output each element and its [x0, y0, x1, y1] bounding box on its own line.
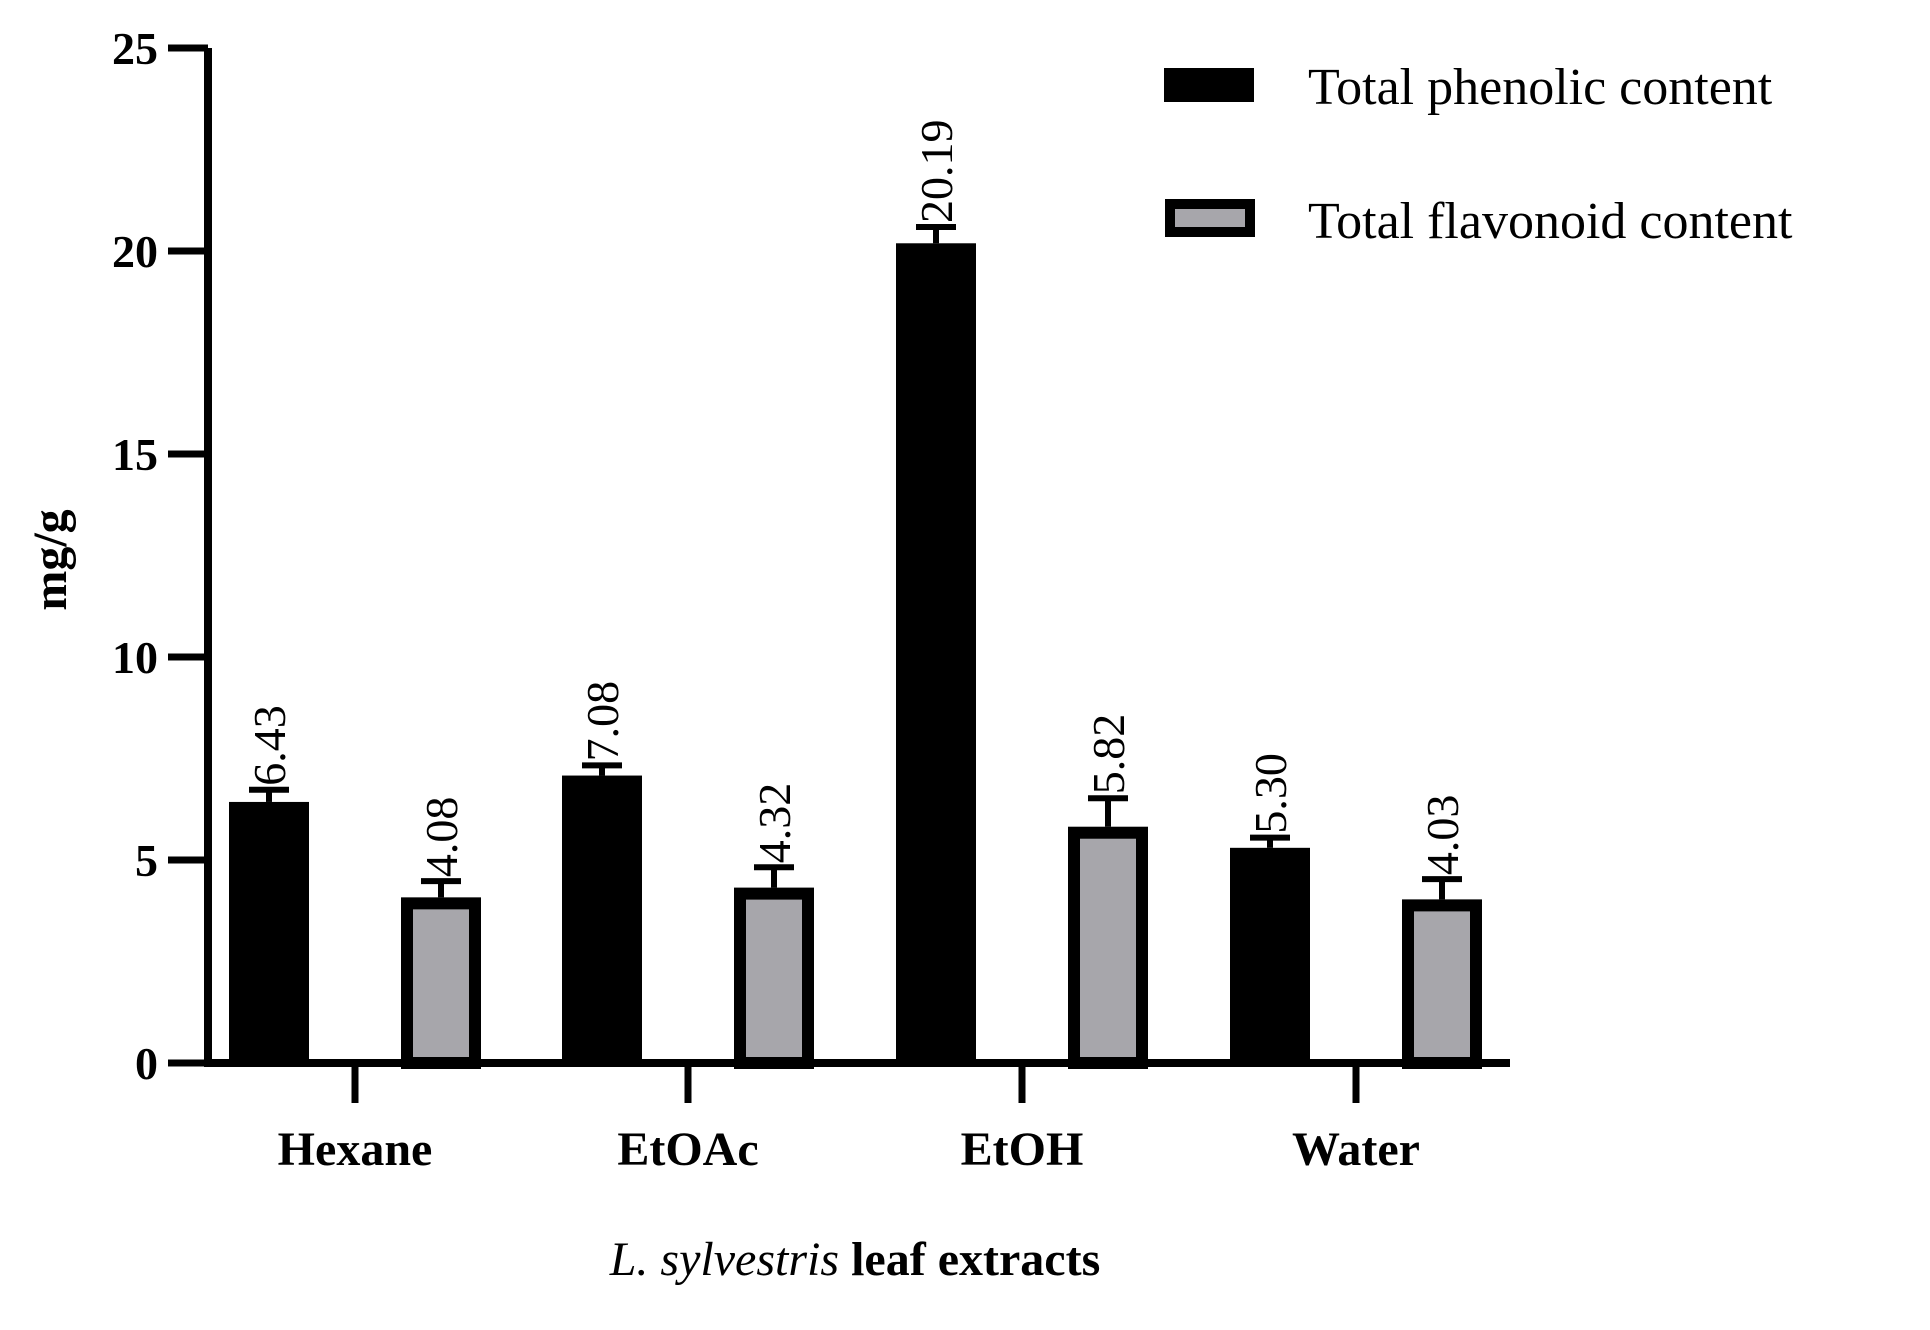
bar-phenolic	[896, 243, 976, 1063]
x-axis-title: L. sylvestris leaf extracts	[609, 1233, 1101, 1286]
legend-label-phenolic: Total phenolic content	[1308, 59, 1773, 116]
data-label: 4.32	[749, 783, 800, 864]
legend-label-flavonoid: Total flavonoid content	[1308, 193, 1793, 250]
y-axis-title: mg/g	[24, 509, 77, 610]
bar-flavonoid	[734, 887, 814, 1069]
data-label: 4.03	[1417, 795, 1468, 876]
y-tick-label: 25	[112, 23, 158, 74]
x-tick-label: EtOH	[961, 1123, 1084, 1176]
axes: 0 5 10 15 20 25 Hexane EtOAc EtOH Water	[112, 23, 1510, 1176]
bars	[229, 224, 1482, 1070]
data-label: 5.82	[1083, 714, 1134, 795]
y-tick-label: 15	[112, 429, 158, 480]
x-axis-title-italic: L. sylvestris	[609, 1233, 839, 1286]
data-label: 20.19	[911, 120, 962, 224]
y-tick-label: 0	[135, 1038, 158, 1089]
y-tick-label: 10	[112, 632, 158, 683]
legend-swatch-phenolic	[1164, 68, 1254, 102]
data-label: 6.43	[244, 705, 295, 786]
x-axis-title-rest: leaf extracts	[839, 1233, 1100, 1286]
data-label: 5.30	[1245, 753, 1296, 834]
bar-flavonoid	[401, 897, 481, 1069]
bar-phenolic	[562, 775, 642, 1063]
x-tick-label: EtOAc	[617, 1123, 758, 1176]
data-label: 7.08	[577, 681, 628, 762]
legend: Total phenolic content Total flavonoid c…	[1164, 59, 1793, 250]
legend-swatch-flavonoid	[1165, 199, 1255, 237]
bar-flavonoid	[1402, 899, 1482, 1070]
bar-flavonoid	[1068, 826, 1148, 1070]
y-tick-label: 20	[112, 226, 158, 277]
bar-phenolic	[1230, 847, 1310, 1063]
data-labels: 6.43 4.08 7.08 4.32 20.19 5.82 5.30 4.03	[244, 120, 1468, 878]
bar-phenolic	[229, 801, 309, 1063]
x-tick-label: Hexane	[278, 1123, 433, 1176]
x-tick-label: Water	[1292, 1123, 1420, 1176]
data-label: 4.08	[416, 797, 467, 878]
y-tick-label: 5	[135, 835, 158, 886]
